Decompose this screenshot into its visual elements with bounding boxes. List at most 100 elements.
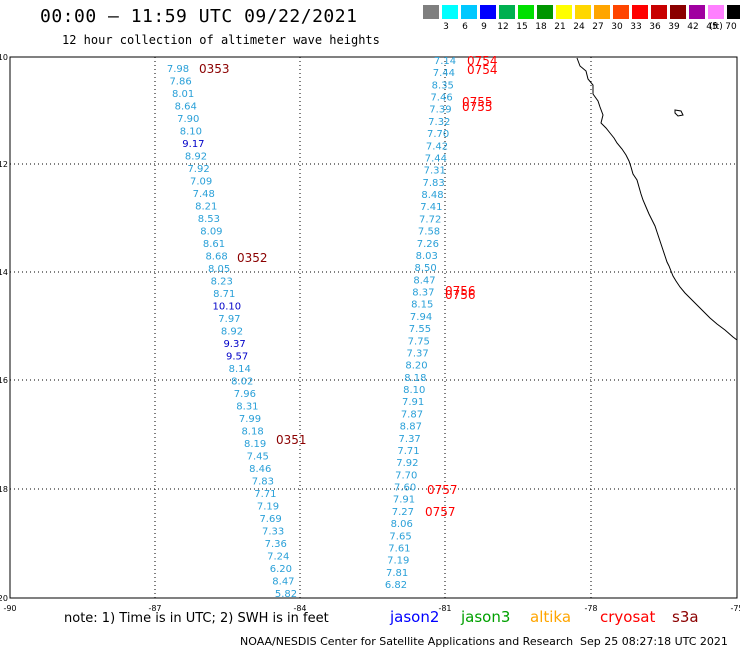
swh-value: 8.47 bbox=[413, 275, 435, 286]
swh-value: 7.81 bbox=[386, 568, 408, 579]
swh-value: 7.70 bbox=[427, 129, 449, 140]
swh-value: 7.99 bbox=[239, 414, 261, 425]
legend-label: 24 bbox=[573, 22, 585, 32]
legend-swatch bbox=[727, 5, 740, 19]
legend-swatch bbox=[480, 5, 496, 19]
pass-time-label: 0755 bbox=[462, 100, 493, 114]
swh-value: 7.24 bbox=[267, 552, 289, 563]
legend-swatch bbox=[613, 5, 629, 19]
swh-value: 5.82 bbox=[275, 589, 297, 600]
swh-value: 8.53 bbox=[198, 214, 220, 225]
lake-icon bbox=[674, 109, 684, 117]
swh-value: 8.23 bbox=[211, 277, 233, 288]
swh-value: 7.58 bbox=[418, 227, 440, 238]
swh-value: 7.90 bbox=[177, 114, 199, 125]
pass-time-label: 0352 bbox=[237, 251, 268, 265]
swh-value: 8.61 bbox=[203, 239, 225, 250]
legend-label: 27 bbox=[592, 22, 604, 32]
swh-value: 7.37 bbox=[399, 434, 421, 445]
pass-time-label: 0351 bbox=[276, 433, 307, 447]
swh-value: 8.18 bbox=[241, 427, 263, 438]
legend-swatch bbox=[518, 5, 534, 19]
longitude-label: -78 bbox=[584, 604, 597, 613]
legend-label: 42 bbox=[687, 22, 699, 32]
legend-label: 21 bbox=[554, 22, 566, 32]
swh-value: 8.92 bbox=[221, 327, 243, 338]
swh-value: 7.92 bbox=[396, 458, 418, 469]
pass-time-label: 0754 bbox=[467, 54, 498, 68]
swh-value: 8.15 bbox=[411, 300, 433, 311]
swh-value: 8.50 bbox=[414, 263, 436, 274]
legend-swatch bbox=[442, 5, 458, 19]
swh-value: 7.44 bbox=[433, 68, 455, 79]
mission-jason3: jason3 bbox=[461, 608, 511, 626]
legend-swatch bbox=[556, 5, 572, 19]
latitude-label: -16 bbox=[0, 376, 8, 385]
swh-value: 6.20 bbox=[270, 564, 292, 575]
legend-label: 33 bbox=[630, 22, 642, 32]
swh-value: 8.48 bbox=[421, 190, 443, 201]
coastline bbox=[576, 57, 738, 341]
swh-value: 8.06 bbox=[391, 519, 413, 530]
pass-time-label: 0757 bbox=[427, 483, 458, 497]
legend-label: 39 bbox=[668, 22, 680, 32]
page-subtitle: 12 hour collection of altimeter wave hei… bbox=[62, 33, 380, 47]
pass-time-label: 0755 bbox=[462, 95, 493, 109]
swh-value: 8.05 bbox=[208, 264, 230, 275]
swh-value: 7.37 bbox=[407, 348, 429, 359]
longitude-labels: -90 -87 -84 -81 -78 -75 bbox=[3, 604, 740, 613]
map-frame bbox=[9, 56, 738, 599]
swh-value: 10.10 bbox=[213, 302, 242, 313]
swh-value: 7.65 bbox=[389, 531, 411, 542]
legend-swatch bbox=[537, 5, 553, 19]
legend-label: 15 bbox=[516, 22, 528, 32]
swh-value: 7.71 bbox=[397, 446, 419, 457]
legend-swatch bbox=[670, 5, 686, 19]
page-title: 00:00 – 11:59 UTC 09/22/2021 bbox=[40, 6, 358, 27]
pass-time-label: 0756 bbox=[445, 284, 476, 298]
swh-value: 8.71 bbox=[213, 289, 235, 300]
swh-value: 7.83 bbox=[422, 178, 444, 189]
longitude-label: -81 bbox=[438, 604, 451, 613]
swh-value: 8.46 bbox=[249, 464, 271, 475]
legend-label: 9 bbox=[481, 22, 487, 32]
swh-value: 8.09 bbox=[200, 227, 222, 238]
altimeter-tracks: 7.987.868.018.647.908.109.178.927.927.09… bbox=[167, 56, 456, 600]
swh-value: 8.02 bbox=[231, 377, 253, 388]
footer-note: note: 1) Time is in UTC; 2) SWH is in fe… bbox=[64, 611, 329, 626]
swh-value: 7.42 bbox=[426, 141, 448, 152]
latitude-label: -10 bbox=[0, 53, 8, 62]
swh-value: 9.37 bbox=[223, 339, 245, 350]
legend-label: 30 bbox=[611, 22, 623, 32]
swh-value: 8.19 bbox=[244, 439, 266, 450]
swh-value: 8.37 bbox=[412, 288, 434, 299]
legend-swatch bbox=[423, 5, 439, 19]
longitude-label: -84 bbox=[293, 604, 306, 613]
legend-unit: (ft) bbox=[709, 22, 723, 32]
credit-line: NOAA/NESDIS Center for Satellite Applica… bbox=[240, 635, 574, 648]
swh-value: 7.72 bbox=[419, 214, 441, 225]
mission-cryosat: cryosat bbox=[600, 608, 656, 626]
swh-value: 9.57 bbox=[226, 352, 248, 363]
pass-time-label: 0353 bbox=[199, 62, 230, 76]
swh-value: 7.44 bbox=[425, 153, 447, 164]
swh-value: 7.36 bbox=[265, 539, 287, 550]
longitude-label: -87 bbox=[148, 604, 161, 613]
mission-jason2: jason2 bbox=[390, 608, 440, 626]
swh-value: 8.31 bbox=[236, 402, 258, 413]
latitude-label: -20 bbox=[0, 594, 8, 603]
swh-value: 7.70 bbox=[395, 470, 417, 481]
legend-swatch bbox=[651, 5, 667, 19]
swh-value: 7.71 bbox=[254, 489, 276, 500]
swh-value: 8.35 bbox=[432, 80, 454, 91]
legend-swatch bbox=[708, 5, 724, 19]
swh-value: 8.68 bbox=[205, 252, 227, 263]
swh-value: 7.91 bbox=[393, 495, 415, 506]
swh-value: 8.47 bbox=[272, 577, 294, 588]
swh-value: 6.82 bbox=[385, 580, 407, 591]
swh-value: 8.20 bbox=[405, 361, 427, 372]
swh-value: 7.41 bbox=[420, 202, 442, 213]
swh-value: 8.18 bbox=[404, 373, 426, 384]
